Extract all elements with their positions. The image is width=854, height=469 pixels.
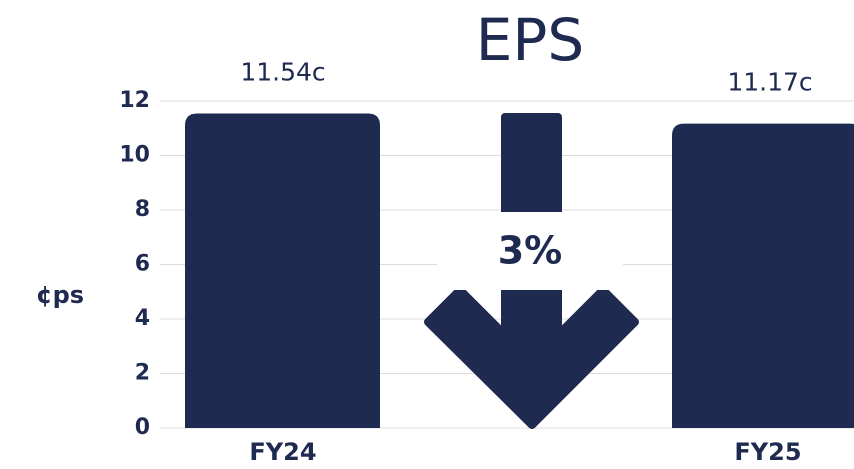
x-tick-label: FY25 — [734, 438, 801, 466]
y-tick-label: 8 — [135, 197, 150, 222]
y-tick-label: 4 — [135, 306, 150, 331]
bars — [185, 113, 854, 428]
y-tick-label: 6 — [135, 252, 150, 277]
decrease-arrow — [424, 113, 639, 429]
value-label: 11.54c — [240, 58, 325, 87]
bar — [185, 113, 380, 428]
x-tick-label: FY24 — [249, 438, 316, 466]
y-tick-label: 2 — [135, 361, 150, 386]
y-axis-label: ¢ps — [36, 281, 84, 309]
y-tick-label: 12 — [119, 88, 150, 113]
y-tick-label: 10 — [119, 143, 150, 168]
chart-title: EPS — [476, 6, 584, 74]
y-tick-label: 0 — [135, 415, 150, 440]
value-label: 11.17c — [727, 68, 812, 97]
change-annotation: 3% — [498, 229, 563, 273]
bar — [672, 123, 854, 428]
